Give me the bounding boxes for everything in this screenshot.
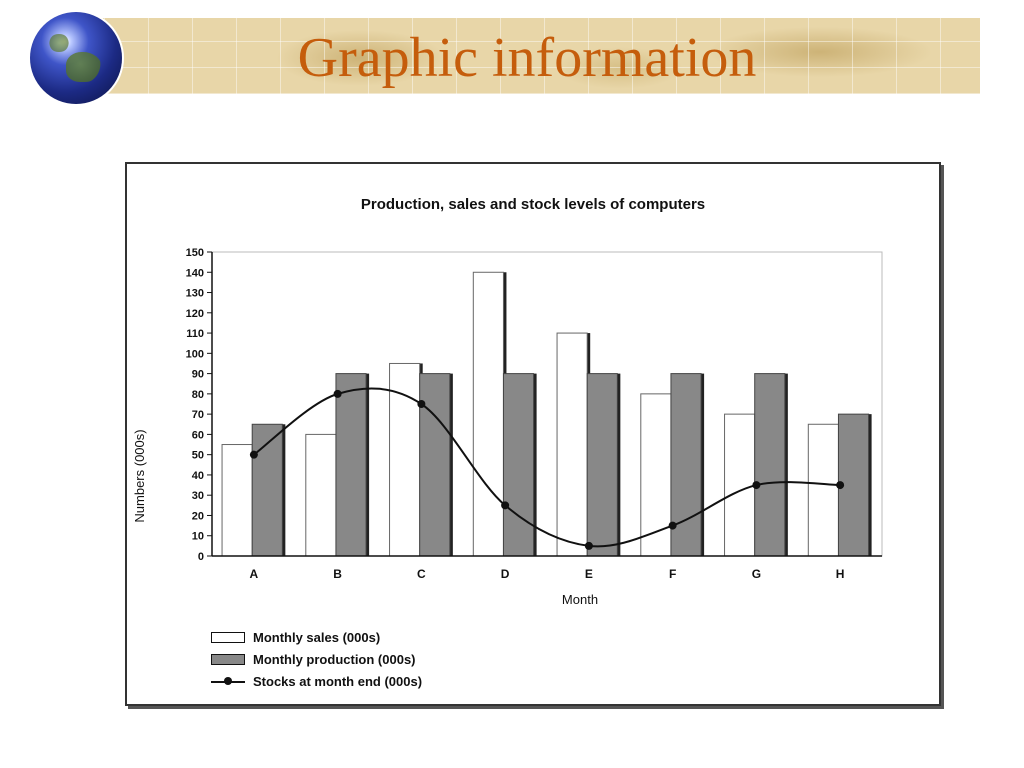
stocks-point-G (752, 481, 761, 490)
x-tick-label-A: A (250, 567, 259, 581)
y-tick-label-7: 70 (192, 409, 204, 421)
sales-bar-B (305, 433, 337, 557)
x-tick-label-C: C (417, 567, 426, 581)
sales-bar-A (221, 444, 253, 557)
legend-item-stocks: Stocks at month end (000s) (211, 670, 422, 692)
y-tick-label-4: 40 (192, 470, 204, 482)
legend-label-stocks: Stocks at month end (000s) (253, 673, 423, 689)
sales-bar-D (472, 271, 504, 557)
globe-icon (30, 12, 122, 104)
legend-label-production: Monthly production (000s) (253, 651, 416, 667)
legend-label-sales: Monthly sales (000s) (253, 629, 381, 645)
y-tick-label-2: 20 (192, 510, 204, 522)
chart-frame: 0 10 20 30 40 50 60 70 80 90 100 110 120 130 140 150 A B C… (125, 162, 941, 706)
y-tick-label-12: 120 (186, 308, 204, 320)
sales-bar-G (724, 413, 756, 557)
production-bar-B (335, 373, 367, 557)
stocks-point-F (668, 521, 677, 530)
chart-title: Production, sales and stock levels of co… (360, 196, 706, 213)
x-tick-label-H: H (836, 567, 845, 581)
production-bar-E (586, 373, 618, 557)
y-tick-label-15: 150 (186, 247, 204, 259)
chart-legend: Monthly sales (000s) Monthly production … (211, 626, 422, 692)
y-tick-label-9: 90 (192, 369, 204, 381)
production-bar-D (502, 373, 535, 557)
slide-title: Graphic information (297, 27, 757, 89)
legend-swatch-stocks (211, 676, 245, 687)
y-tick-label-8: 80 (192, 389, 204, 401)
stocks-point-D (501, 501, 510, 510)
y-tick-label-13: 130 (186, 288, 204, 300)
y-tick-label-6: 60 (192, 429, 204, 441)
y-tick-label-14: 140 (186, 267, 204, 279)
y-tick-label-10: 100 (186, 348, 204, 360)
y-tick-label-1: 10 (192, 531, 204, 543)
x-tick-label-G: G (752, 567, 761, 581)
y-tick-label-11: 110 (186, 328, 204, 340)
y-tick-label-5: 50 (192, 450, 204, 462)
stocks-point-C (417, 400, 426, 408)
legend-item-sales: Monthly sales (000s) (211, 626, 422, 648)
stocks-point-H (836, 481, 845, 490)
x-axis-label: Month (561, 592, 599, 607)
x-tick-label-F: F (669, 567, 676, 581)
production-bar-A (251, 423, 283, 557)
production-bar-C (419, 373, 451, 557)
production-bar-H (837, 413, 870, 557)
legend-item-production: Monthly production (000s) (211, 648, 422, 670)
x-tick-label-B: B (333, 567, 342, 581)
stocks-point-B (333, 389, 342, 398)
sales-bar-H (807, 423, 839, 557)
y-tick-label-3: 30 (192, 490, 204, 502)
production-bar-F (670, 373, 702, 557)
sales-bar-E (556, 332, 588, 557)
x-tick-label-E: E (585, 567, 593, 581)
y-axis-label: Numbers (000s) (132, 429, 147, 523)
stocks-line (253, 387, 841, 548)
x-tick-label-D: D (501, 567, 510, 581)
y-tick-label-0: 0 (198, 551, 204, 563)
stocks-point-A (249, 450, 258, 459)
production-bar-G (754, 373, 786, 557)
legend-swatch-sales (211, 631, 245, 643)
chart-canvas: 0 10 20 30 40 50 60 70 80 90 100 110 120 130 140 150 A B C… (186, 247, 883, 581)
stocks-point-E (584, 541, 593, 550)
title-banner (60, 18, 980, 94)
legend-swatch-production (211, 653, 245, 665)
